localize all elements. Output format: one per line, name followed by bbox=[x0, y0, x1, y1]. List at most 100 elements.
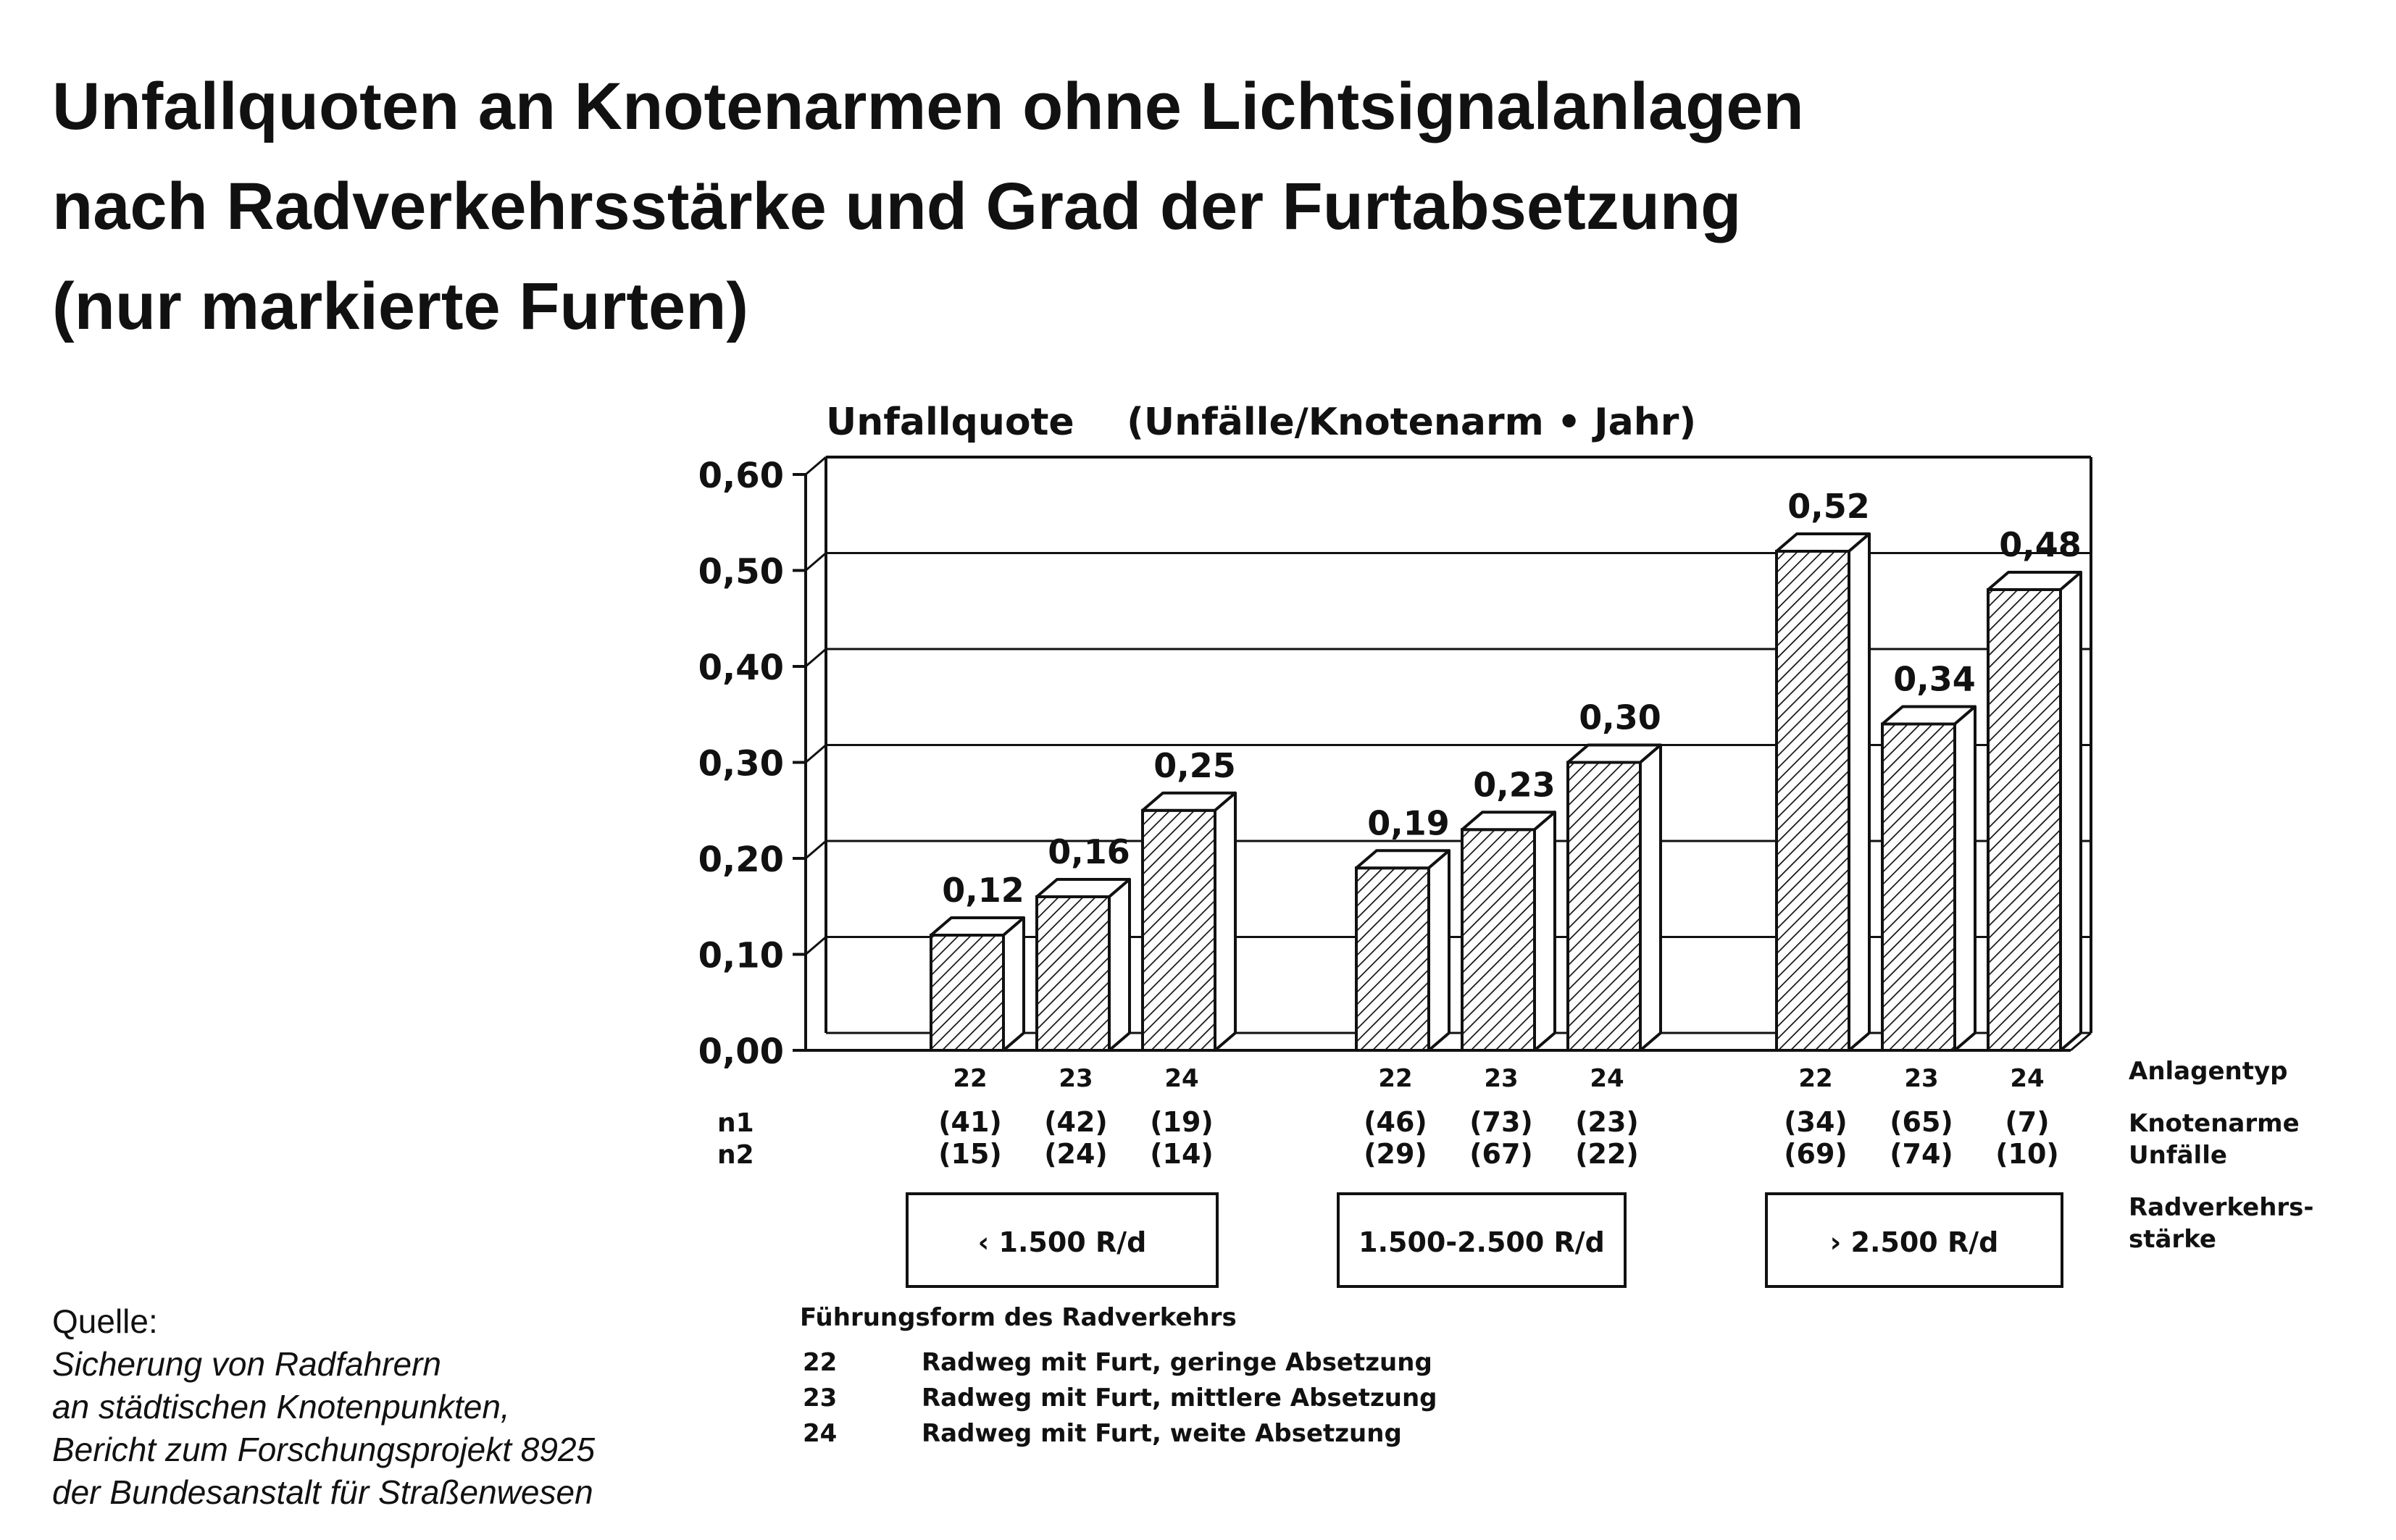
chart-title: Unfallquoten an Knotenarmen ohne Lichtsi… bbox=[52, 57, 2008, 356]
y-axis-label: Unfallquote (Unfälle/Knotenarm • Jahr) bbox=[826, 401, 1696, 444]
n1-value: (42) bbox=[1044, 1106, 1108, 1138]
data-label: 0,23 bbox=[1473, 765, 1556, 804]
bar-side bbox=[1214, 791, 1237, 1052]
labels: 0,000,100,200,300,400,500,600,1222(41)(1… bbox=[698, 456, 2314, 1448]
grid-line-side bbox=[805, 552, 827, 572]
bar bbox=[1566, 761, 1642, 1052]
group-box bbox=[906, 1192, 1219, 1288]
x-tick-label: 22 bbox=[1798, 1064, 1832, 1093]
bar-side bbox=[1108, 878, 1131, 1052]
y-tick-label: 0,50 bbox=[698, 552, 784, 593]
bar-side bbox=[1002, 916, 1025, 1052]
n1-value: (65) bbox=[1890, 1106, 1953, 1138]
legend-code: 23 bbox=[803, 1384, 837, 1413]
source-line-3: Bericht zum Forschungsprojekt 8925 bbox=[52, 1431, 596, 1468]
n2-value: (67) bbox=[1469, 1138, 1533, 1170]
legend-text: Radweg mit Furt, mittlere Absetzung bbox=[922, 1384, 1437, 1413]
row-label-n1: n1 bbox=[717, 1108, 754, 1138]
data-label: 0,16 bbox=[1048, 832, 1130, 871]
y-tick-label: 0,60 bbox=[698, 456, 784, 496]
floor-right-edge bbox=[2070, 1031, 2092, 1052]
legend-text: Radweg mit Furt, weite Absetzung bbox=[922, 1419, 1402, 1448]
bars bbox=[906, 532, 2082, 1288]
grid-line-side bbox=[805, 744, 827, 763]
n1-value: (23) bbox=[1575, 1106, 1639, 1138]
n1-value: (46) bbox=[1364, 1106, 1427, 1138]
group-label: › 2.500 R/d bbox=[1830, 1226, 1999, 1258]
data-label: 0,19 bbox=[1367, 803, 1450, 842]
right-label-group-2: stärke bbox=[2129, 1225, 2216, 1254]
source-note: Quelle: Sicherung von Radfahrern an städ… bbox=[52, 1300, 704, 1514]
y-tick-label: 0,30 bbox=[698, 744, 784, 784]
grid-line-side bbox=[805, 456, 827, 476]
right-label-group-1: Radverkehrs- bbox=[2129, 1193, 2314, 1222]
y-tick-label: 0,10 bbox=[698, 936, 784, 976]
bar bbox=[1881, 722, 1956, 1052]
title-line-3: (nur markierte Furten) bbox=[52, 269, 749, 343]
x-tick-label: 23 bbox=[1904, 1064, 1938, 1093]
legend-title: Führungsform des Radverkehrs bbox=[800, 1303, 1237, 1332]
bar bbox=[1775, 550, 1850, 1052]
right-label-n2: Unfälle bbox=[2129, 1141, 2227, 1170]
n2-value: (15) bbox=[938, 1138, 1002, 1170]
title-line-2: nach Radverkehrsstärke und Grad der Furt… bbox=[52, 170, 1742, 243]
legend-code: 22 bbox=[803, 1348, 837, 1377]
source-label: Quelle: bbox=[52, 1302, 158, 1340]
bar bbox=[1141, 808, 1216, 1052]
bar bbox=[930, 934, 1005, 1052]
n1-value: (73) bbox=[1469, 1106, 1533, 1138]
title-line-1: Unfallquoten an Knotenarmen ohne Lichtsi… bbox=[52, 70, 1804, 143]
source-line-2: an städtischen Knotenpunkten, bbox=[52, 1388, 510, 1426]
n1-value: (7) bbox=[2005, 1106, 2049, 1138]
x-tick-label: 22 bbox=[1378, 1064, 1412, 1093]
n2-value: (10) bbox=[1995, 1138, 2059, 1170]
data-label: 0,34 bbox=[1893, 660, 1976, 699]
bar bbox=[1035, 895, 1111, 1052]
right-label-type: Anlagentyp bbox=[2129, 1057, 2287, 1086]
bar bbox=[1355, 866, 1430, 1052]
grid-line-side bbox=[805, 648, 827, 668]
y-tick-label: 0,20 bbox=[698, 840, 784, 880]
n2-value: (69) bbox=[1784, 1138, 1848, 1170]
x-tick-label: 22 bbox=[953, 1064, 987, 1093]
grid-line-side bbox=[805, 936, 827, 955]
n1-value: (41) bbox=[938, 1106, 1002, 1138]
data-label: 0,25 bbox=[1153, 746, 1236, 785]
data-label: 0,12 bbox=[942, 871, 1024, 910]
data-label: 0,52 bbox=[1787, 487, 1870, 526]
group-box bbox=[1337, 1192, 1627, 1288]
x-tick-label: 23 bbox=[1059, 1064, 1093, 1093]
x-tick-label: 24 bbox=[1590, 1064, 1624, 1093]
n1-value: (34) bbox=[1784, 1106, 1848, 1138]
x-tick-label: 23 bbox=[1484, 1064, 1518, 1093]
source-line-4: der Bundesanstalt für Straßenwesen bbox=[52, 1473, 593, 1511]
x-tick-label: 24 bbox=[1164, 1064, 1198, 1093]
n2-value: (24) bbox=[1044, 1138, 1108, 1170]
grid-line-side bbox=[805, 840, 827, 860]
n1-value: (19) bbox=[1150, 1106, 1214, 1138]
legend-code: 24 bbox=[803, 1419, 837, 1448]
data-label: 0,30 bbox=[1579, 698, 1661, 737]
x-tick-label: 24 bbox=[2010, 1064, 2044, 1093]
row-label-n2: n2 bbox=[717, 1140, 754, 1170]
bar-side bbox=[2059, 571, 2082, 1052]
bar-side bbox=[1848, 532, 1871, 1052]
legend-text: Radweg mit Furt, geringe Absetzung bbox=[922, 1348, 1432, 1377]
bar-side bbox=[1953, 705, 1977, 1052]
group-label: 1.500-2.500 R/d bbox=[1358, 1226, 1605, 1258]
n2-value: (74) bbox=[1890, 1138, 1953, 1170]
bar bbox=[1461, 828, 1536, 1052]
n2-value: (22) bbox=[1575, 1138, 1639, 1170]
n2-value: (29) bbox=[1364, 1138, 1427, 1170]
grid-lines bbox=[793, 456, 2091, 1052]
source-line-1: Sicherung von Radfahrern bbox=[52, 1345, 441, 1383]
group-label: ‹ 1.500 R/d bbox=[978, 1226, 1147, 1258]
bar-side bbox=[1533, 811, 1556, 1052]
bar bbox=[1987, 588, 2062, 1052]
y-tick-label: 0,40 bbox=[698, 648, 784, 688]
data-label: 0,48 bbox=[1999, 525, 2082, 564]
bar-side bbox=[1639, 743, 1662, 1052]
y-tick-label: 0,00 bbox=[698, 1031, 784, 1072]
group-box bbox=[1765, 1192, 2063, 1288]
